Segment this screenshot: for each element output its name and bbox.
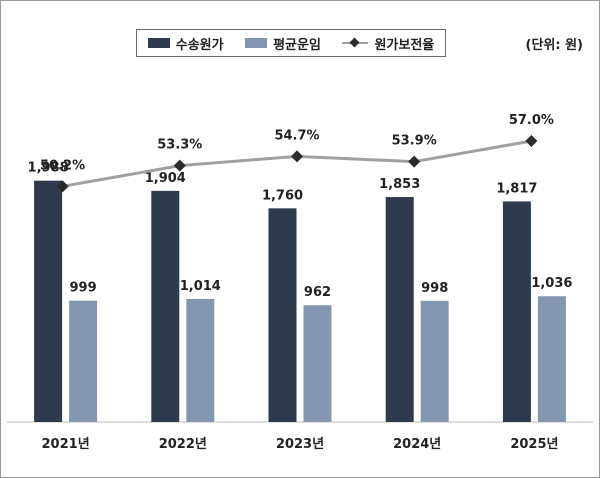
data-label-cost-3: 1,853 <box>379 177 420 192</box>
data-label-fare-1: 1,014 <box>180 279 221 294</box>
bar-cost-0 <box>34 180 63 422</box>
bar-fare-3 <box>420 300 449 422</box>
ratio-label-3: 53.9% <box>392 134 437 149</box>
legend-item-cost: 수송원가 <box>147 34 224 53</box>
x-tick-label-2: 2023년 <box>276 437 324 452</box>
legend-label-ratio: 원가보전율 <box>374 37 435 53</box>
legend-item-fare: 평균운임 <box>245 34 321 53</box>
ratio-marker-1 <box>173 159 186 172</box>
data-label-cost-1: 1,904 <box>145 171 186 186</box>
ratio-label-0: 50.2% <box>40 158 85 173</box>
chart-legend: 수송원가 평균운임 원가보전율 <box>136 29 446 57</box>
ratio-marker-2 <box>291 150 303 163</box>
legend-line-marker-icon <box>342 38 369 48</box>
bar-fare-2 <box>303 305 332 422</box>
bar-fare-0 <box>69 300 98 422</box>
data-label-cost-2: 1,760 <box>262 188 303 203</box>
ratio-marker-3 <box>408 155 421 168</box>
x-tick-label-1: 2022년 <box>159 437 207 452</box>
bar-cost-3 <box>385 197 414 422</box>
ratio-marker-4 <box>525 135 538 147</box>
data-label-fare-3: 998 <box>421 281 448 296</box>
unit-label: (단위: 원) <box>525 38 584 53</box>
x-tick-label-0: 2021년 <box>42 437 90 452</box>
ratio-label-1: 53.3% <box>157 138 202 153</box>
ratio-label-4: 57.0% <box>509 113 554 128</box>
bar-fare-4 <box>537 296 566 422</box>
data-label-fare-4: 1,036 <box>531 276 572 291</box>
bar-cost-4 <box>502 201 531 422</box>
legend-swatch-fare <box>245 38 268 48</box>
x-tick-label-4: 2025년 <box>510 437 558 452</box>
data-label-cost-0: 1,988 <box>28 161 69 176</box>
legend-swatch-cost <box>147 38 170 48</box>
data-label-cost-4: 1,817 <box>496 181 537 196</box>
legend-item-ratio: 원가보전율 <box>342 34 434 53</box>
legend-label-cost: 수송원가 <box>175 37 224 53</box>
bar-fare-1 <box>186 298 215 422</box>
data-label-fare-0: 999 <box>70 281 97 296</box>
ratio-line <box>62 139 532 188</box>
legend-label-fare: 평균운임 <box>273 37 321 53</box>
ratio-marker-0 <box>56 180 69 193</box>
bar-cost-2 <box>268 208 297 422</box>
x-tick-label-3: 2024년 <box>393 437 441 452</box>
data-label-fare-2: 962 <box>304 285 331 300</box>
bar-cost-1 <box>151 190 180 422</box>
ratio-label-2: 54.7% <box>274 128 319 143</box>
